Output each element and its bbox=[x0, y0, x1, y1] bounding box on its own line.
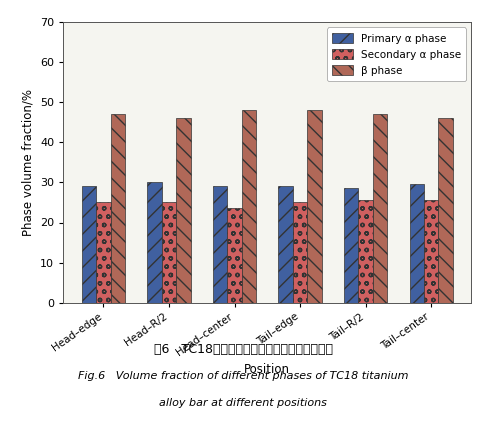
Bar bbox=[162, 202, 176, 303]
Bar bbox=[373, 114, 387, 303]
Bar bbox=[293, 202, 307, 303]
Bar bbox=[359, 200, 373, 303]
Bar bbox=[111, 114, 125, 303]
Bar bbox=[82, 186, 96, 303]
Legend: Primary α phase, Secondary α phase, β phase: Primary α phase, Secondary α phase, β ph… bbox=[327, 28, 466, 81]
Bar bbox=[96, 202, 111, 303]
Bar bbox=[424, 200, 438, 303]
Bar bbox=[438, 118, 453, 303]
Bar bbox=[227, 208, 242, 303]
Bar bbox=[242, 110, 256, 303]
Bar bbox=[307, 110, 322, 303]
Y-axis label: Phase volume fraction/%: Phase volume fraction/% bbox=[21, 89, 35, 236]
Bar bbox=[213, 186, 227, 303]
X-axis label: Position: Position bbox=[244, 363, 290, 376]
Text: Fig.6   Volume fraction of different phases of TC18 titanium: Fig.6 Volume fraction of different phase… bbox=[78, 371, 408, 381]
Bar bbox=[344, 188, 359, 303]
Text: alloy bar at different positions: alloy bar at different positions bbox=[159, 398, 327, 408]
Bar bbox=[176, 118, 191, 303]
Bar bbox=[410, 184, 424, 303]
Bar bbox=[147, 182, 162, 303]
Bar bbox=[278, 186, 293, 303]
Text: 图6   TC18钓合金棒材不同部位的物相体积分数: 图6 TC18钓合金棒材不同部位的物相体积分数 bbox=[154, 343, 332, 356]
